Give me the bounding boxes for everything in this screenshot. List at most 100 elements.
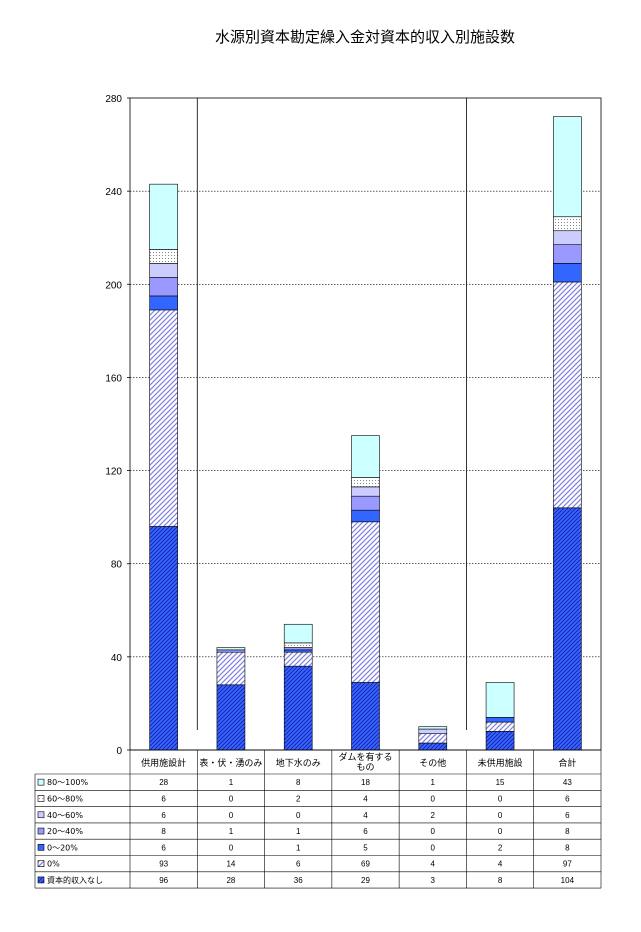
legend-key xyxy=(37,844,45,851)
table-cell: 93 xyxy=(159,860,168,869)
bar-segment xyxy=(149,263,178,278)
table-cell: 0 xyxy=(431,827,436,836)
table-cell: 4 xyxy=(363,811,368,820)
table-cell: 96 xyxy=(159,876,168,885)
bar-segment xyxy=(485,721,515,732)
category-label: もの xyxy=(356,762,374,773)
legend-label: 資本的収入なし xyxy=(47,875,103,885)
bar-segment xyxy=(351,521,380,683)
table-cell: 8 xyxy=(565,843,570,852)
table-cell: 18 xyxy=(361,778,370,787)
y-tick-label: 200 xyxy=(105,280,122,291)
legend-key xyxy=(37,778,45,786)
table-cell: 104 xyxy=(561,876,575,885)
category-label: その他 xyxy=(419,757,446,769)
bar-segment xyxy=(149,526,178,751)
table-cell: 8 xyxy=(296,778,301,787)
bar-segment xyxy=(283,665,313,751)
legend-label: 40～60% xyxy=(47,811,83,820)
table-cell: 0 xyxy=(229,811,234,820)
legend-key xyxy=(37,860,45,867)
table-cell: 1 xyxy=(431,778,436,787)
bar-segment xyxy=(149,183,178,250)
bar-segment xyxy=(149,276,178,297)
bars xyxy=(149,116,582,751)
bar-segment xyxy=(553,216,582,232)
bar-segment xyxy=(351,682,380,751)
table-cell: 8 xyxy=(498,876,503,885)
table-cell: 0 xyxy=(296,811,301,820)
table-cell: 4 xyxy=(431,860,436,869)
legend-key xyxy=(37,811,45,819)
bar-segment xyxy=(283,647,313,651)
legend-label: 20～40% xyxy=(47,827,83,836)
bar-segment xyxy=(553,230,582,246)
bar-segment xyxy=(553,263,582,283)
y-tick-label: 280 xyxy=(105,94,122,105)
legend-label: 0% xyxy=(47,860,60,869)
table-cell: 1 xyxy=(296,827,301,836)
y-tick-label: 0 xyxy=(116,746,122,757)
legend-key xyxy=(37,876,45,884)
table-cell: 3 xyxy=(431,876,436,885)
table-cell: 0 xyxy=(498,811,503,820)
bar-segment xyxy=(149,249,178,264)
legend-label: 80～100% xyxy=(47,778,88,787)
table-cell: 15 xyxy=(496,778,505,787)
table-cell: 29 xyxy=(361,876,370,885)
table-cell: 14 xyxy=(226,860,235,869)
legend-label: 60～80% xyxy=(47,794,83,803)
table-cell: 0 xyxy=(229,794,234,803)
table-cell: 0 xyxy=(498,827,503,836)
table-cell: 36 xyxy=(294,876,303,885)
table-cell: 28 xyxy=(159,778,168,787)
bar-segment xyxy=(351,486,380,497)
bar-segment xyxy=(283,649,313,653)
table-cell: 97 xyxy=(563,860,572,869)
bar-segment xyxy=(351,435,380,478)
category-label: 合計 xyxy=(558,757,576,769)
bar-segment xyxy=(149,295,178,311)
table-cell: 6 xyxy=(161,811,166,820)
table-cell: 6 xyxy=(565,794,570,803)
y-axis-ticks: 0 40 80 120 160 200 240 280 xyxy=(105,94,130,757)
bar-segment xyxy=(553,244,582,264)
table-cell: 0 xyxy=(498,794,503,803)
bar-segment xyxy=(283,651,313,667)
table-cell: 4 xyxy=(363,794,368,803)
table-cell: 2 xyxy=(431,811,436,820)
legend-label: 0～20% xyxy=(47,843,78,852)
table-cell: 4 xyxy=(498,860,503,869)
bar-segment xyxy=(149,309,178,527)
table-cell: 2 xyxy=(296,794,301,803)
legend-key xyxy=(37,795,45,802)
bar-segment xyxy=(216,647,246,651)
bar-segment xyxy=(283,623,313,644)
y-tick-label: 240 xyxy=(105,187,122,198)
y-tick-label: 80 xyxy=(111,560,123,571)
table-cell: 6 xyxy=(565,811,570,820)
table-cell: 43 xyxy=(563,778,572,787)
table-cell: 6 xyxy=(363,827,368,836)
table-cell: 6 xyxy=(296,860,301,869)
table-cell: 0 xyxy=(229,843,234,852)
chart-title: 水源別資本勘定繰入金対資本的収入別施設数 xyxy=(215,28,515,46)
bar-segment xyxy=(351,477,380,488)
legend-key xyxy=(37,827,45,835)
bar-segment xyxy=(418,728,448,734)
bar-segment xyxy=(351,509,380,523)
table-cell: 28 xyxy=(226,876,235,885)
table-cell: 6 xyxy=(161,843,166,852)
table-cell: 8 xyxy=(565,827,570,836)
table-cell: 8 xyxy=(161,827,166,836)
bar-segment xyxy=(485,717,515,723)
table-cell: 1 xyxy=(229,827,234,836)
category-label: 供用施設計 xyxy=(141,757,186,769)
bar-segment xyxy=(553,507,582,751)
bar-segment xyxy=(485,731,515,751)
bar-segment xyxy=(418,733,448,744)
category-label: 地下水のみ xyxy=(276,757,321,769)
bar-segment xyxy=(485,682,515,718)
